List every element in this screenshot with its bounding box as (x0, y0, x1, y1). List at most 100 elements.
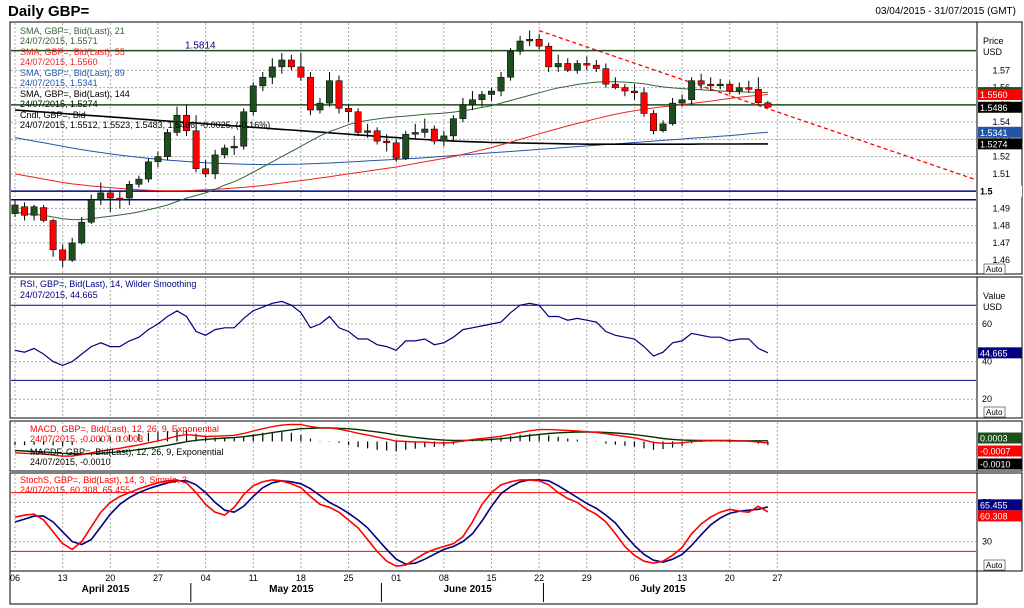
sma89-line[interactable] (14, 131, 768, 166)
macd-value-tag (978, 458, 1022, 470)
sma21-line[interactable] (14, 81, 768, 221)
stoch-k-line[interactable] (14, 479, 769, 567)
candle-body[interactable] (97, 192, 105, 201)
candle-body[interactable] (497, 76, 505, 92)
candle-body[interactable] (697, 80, 705, 85)
legend-entry-name: SMA, GBP=, Bid(Last), 55 (20, 47, 125, 57)
candle-body[interactable] (688, 80, 696, 100)
candle-body[interactable] (354, 111, 362, 133)
candle-body[interactable] (183, 114, 190, 131)
candle-body[interactable] (764, 102, 772, 108)
price-value-tag (978, 101, 1022, 113)
candle-body[interactable] (49, 220, 57, 251)
sma144-line[interactable] (14, 109, 768, 145)
candle-body[interactable] (735, 87, 743, 92)
candle-body[interactable] (30, 206, 38, 216)
candle-body[interactable] (249, 85, 257, 113)
candle-body[interactable] (125, 183, 133, 199)
candle-body[interactable] (707, 83, 715, 87)
candle-body[interactable] (611, 83, 619, 88)
candle-body[interactable] (144, 161, 152, 180)
auto-button[interactable] (983, 263, 1006, 275)
rsi-ylabel: Value (983, 291, 1005, 301)
x-day-tick: 13 (58, 573, 68, 583)
candle-body[interactable] (192, 130, 200, 169)
candle-body[interactable] (421, 128, 429, 133)
candle-body[interactable] (659, 123, 667, 131)
stoch-auto-button[interactable] (983, 559, 1006, 571)
candle-body[interactable] (573, 63, 581, 71)
candle-body[interactable] (106, 192, 114, 199)
candle-body[interactable] (402, 133, 410, 159)
candle-body[interactable] (754, 89, 762, 104)
candle-body[interactable] (631, 90, 638, 94)
candle-body[interactable] (240, 111, 248, 147)
macd-signal-line[interactable] (14, 427, 768, 455)
candle-body[interactable] (173, 114, 181, 133)
candle-body[interactable] (154, 156, 162, 163)
candle-body[interactable] (745, 87, 753, 90)
macd-line[interactable] (14, 423, 768, 457)
candle-body[interactable] (507, 51, 515, 78)
candle-body[interactable] (392, 142, 400, 159)
candle-body[interactable] (116, 197, 124, 201)
candle-body[interactable] (268, 66, 276, 78)
candle-body[interactable] (669, 102, 677, 125)
candle-body[interactable] (59, 249, 67, 261)
price-y-tick: 1.51 (992, 169, 1010, 179)
candle-body[interactable] (164, 132, 171, 157)
candle-body[interactable] (68, 242, 76, 261)
candle-body[interactable] (478, 94, 486, 100)
candle-body[interactable] (383, 140, 391, 144)
candle-body[interactable] (373, 130, 381, 142)
rsi-legend-title: RSI, GBP=, Bid(Last), 14, Wilder Smoothi… (20, 279, 196, 289)
candle-body[interactable] (306, 76, 314, 111)
candle-body[interactable] (468, 99, 476, 106)
candle-body[interactable] (411, 132, 419, 135)
candle-body[interactable] (430, 128, 438, 142)
candle-body[interactable] (87, 199, 95, 223)
candle-body[interactable] (583, 63, 591, 66)
candle-body[interactable] (364, 130, 372, 133)
candle-body[interactable] (488, 90, 495, 95)
candle-body[interactable] (554, 63, 562, 68)
candle-body[interactable] (535, 39, 543, 47)
candle-body[interactable] (564, 63, 572, 71)
candle-body[interactable] (40, 207, 48, 221)
candle-body[interactable] (592, 64, 600, 69)
candle-body[interactable] (221, 147, 229, 156)
candle-body[interactable] (287, 59, 295, 68)
candle-body[interactable] (621, 87, 629, 92)
candle-body[interactable] (650, 113, 657, 131)
rsi-line[interactable] (14, 300, 769, 367)
candle-body[interactable] (259, 76, 267, 87)
candle-body[interactable] (135, 178, 143, 185)
candle-body[interactable] (78, 221, 86, 244)
candle-body[interactable] (516, 40, 524, 52)
candle-body[interactable] (526, 39, 534, 42)
stoch-y-tick: 30 (982, 537, 992, 547)
candle-body[interactable] (602, 68, 610, 85)
candle-body[interactable] (459, 104, 467, 119)
stoch-d-line[interactable] (14, 479, 769, 565)
candle-body[interactable] (640, 92, 648, 114)
candle-body[interactable] (716, 83, 724, 87)
rsi-auto-button[interactable] (983, 406, 1006, 418)
candle-body[interactable] (345, 108, 353, 113)
candle-body[interactable] (316, 102, 324, 111)
candle-body[interactable] (21, 206, 28, 216)
candle-body[interactable] (202, 168, 210, 175)
candle-body[interactable] (545, 45, 553, 68)
candle-body[interactable] (726, 83, 734, 92)
candle-body[interactable] (678, 99, 686, 104)
candle-body[interactable] (278, 59, 286, 68)
candle-body[interactable] (326, 80, 333, 104)
candle-body[interactable] (230, 146, 238, 149)
candle-body[interactable] (335, 80, 343, 109)
candle-body[interactable] (297, 66, 305, 78)
candle-body[interactable] (211, 154, 219, 175)
candle-body[interactable] (11, 204, 19, 214)
candle-body[interactable] (449, 118, 457, 137)
candle-body[interactable] (440, 135, 448, 142)
